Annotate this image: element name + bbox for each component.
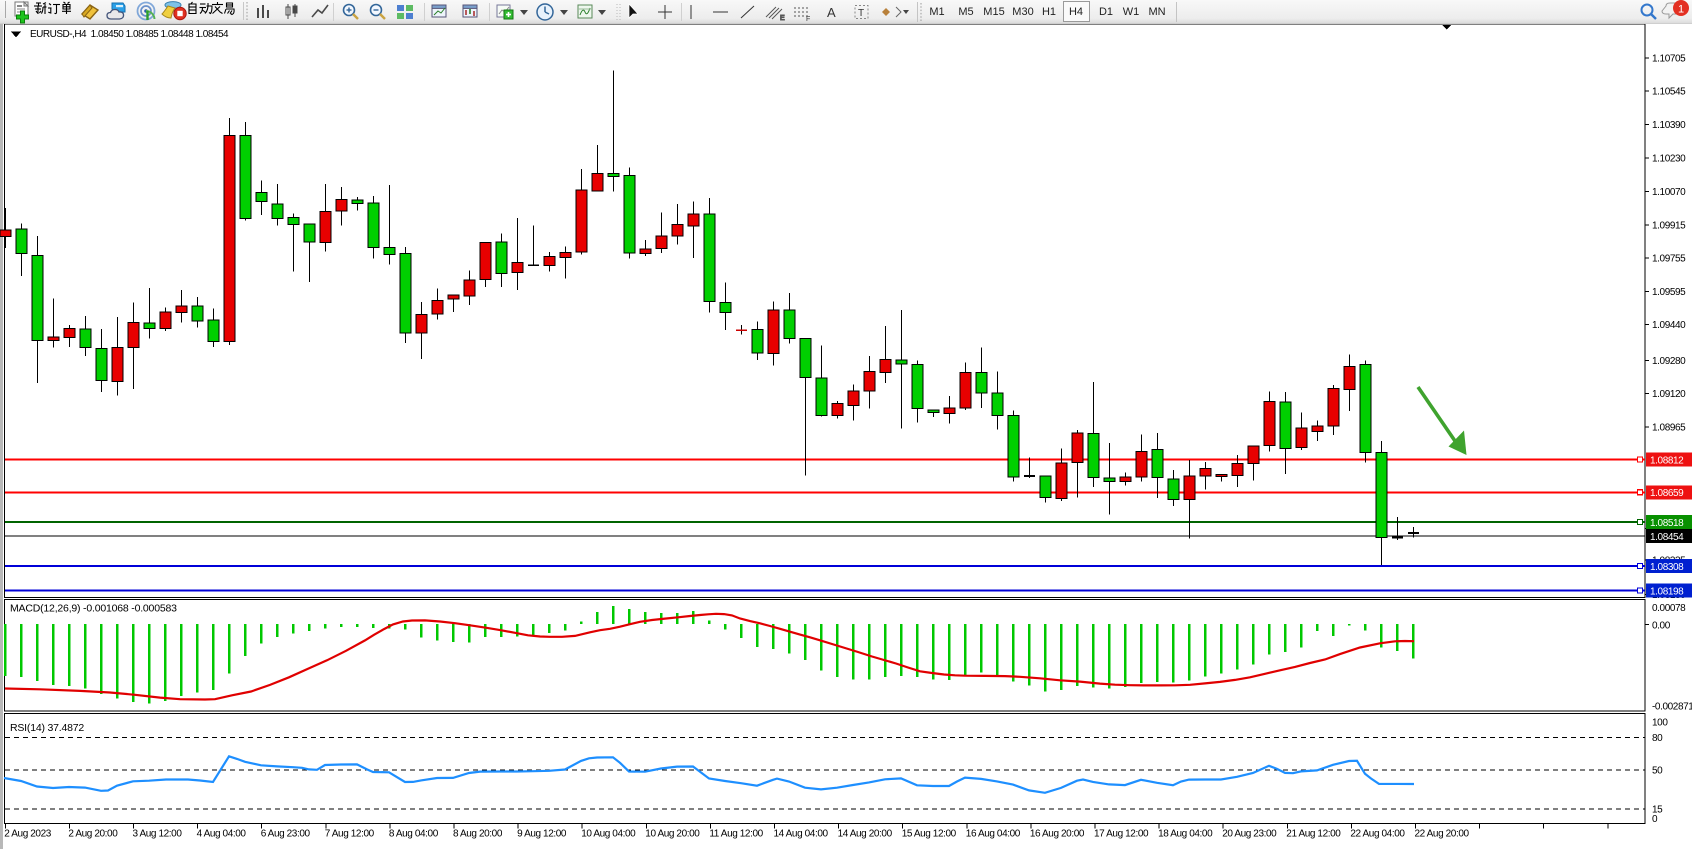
- svg-text:100: 100: [1652, 718, 1668, 729]
- svg-text:22 Aug 20:00: 22 Aug 20:00: [1415, 829, 1470, 840]
- svg-text:7 Aug 12:00: 7 Aug 12:00: [325, 829, 375, 840]
- svg-text:E: E: [780, 15, 785, 22]
- svg-text:80: 80: [1652, 733, 1663, 744]
- svg-text:0.00: 0.00: [1652, 620, 1671, 631]
- svg-text:-0.002871: -0.002871: [1652, 701, 1692, 712]
- svg-text:9 Aug 12:00: 9 Aug 12:00: [517, 829, 567, 840]
- svg-text:18 Aug 04:00: 18 Aug 04:00: [1158, 829, 1213, 840]
- svg-text:0.00078: 0.00078: [1652, 603, 1686, 614]
- svg-text:MACD(12,26,9) -0.001068 -0.000: MACD(12,26,9) -0.001068 -0.000583: [10, 603, 177, 615]
- svg-text:1.08308: 1.08308: [1650, 562, 1684, 573]
- svg-text:1.08812: 1.08812: [1650, 455, 1684, 466]
- svg-text:14 Aug 04:00: 14 Aug 04:00: [774, 829, 829, 840]
- svg-text:1.10545: 1.10545: [1652, 87, 1686, 98]
- svg-text:F: F: [806, 16, 810, 23]
- svg-text:A: A: [827, 5, 836, 20]
- svg-text:1.10705: 1.10705: [1652, 53, 1686, 64]
- svg-text:4 Aug 04:00: 4 Aug 04:00: [197, 829, 247, 840]
- svg-text:1.09755: 1.09755: [1652, 253, 1686, 264]
- svg-text:EURUSD-,H4 1.08450 1.08485 1.: EURUSD-,H4 1.08450 1.08485 1.08448 1.084…: [30, 29, 229, 40]
- svg-text:1.10390: 1.10390: [1652, 120, 1686, 131]
- svg-text:14 Aug 20:00: 14 Aug 20:00: [838, 829, 893, 840]
- svg-text:T: T: [858, 8, 864, 19]
- svg-text:10 Aug 20:00: 10 Aug 20:00: [645, 829, 700, 840]
- svg-text:1.09120: 1.09120: [1652, 389, 1686, 400]
- svg-text:1.08454: 1.08454: [1650, 532, 1684, 543]
- svg-text:1.08518: 1.08518: [1650, 518, 1684, 529]
- svg-text:2 Aug 20:00: 2 Aug 20:00: [68, 829, 118, 840]
- svg-text:1.09440: 1.09440: [1652, 320, 1686, 331]
- svg-text:10 Aug 04:00: 10 Aug 04:00: [581, 829, 636, 840]
- svg-text:6 Aug 23:00: 6 Aug 23:00: [261, 829, 311, 840]
- svg-text:17 Aug 12:00: 17 Aug 12:00: [1094, 829, 1149, 840]
- svg-text:1: 1: [1678, 4, 1684, 16]
- svg-text:RSI(14) 37.4872: RSI(14) 37.4872: [10, 722, 84, 734]
- svg-text:1.10070: 1.10070: [1652, 187, 1686, 198]
- svg-text:15 Aug 12:00: 15 Aug 12:00: [902, 829, 957, 840]
- svg-text:11 Aug 12:00: 11 Aug 12:00: [709, 829, 763, 840]
- svg-text:3 Aug 12:00: 3 Aug 12:00: [133, 829, 183, 840]
- svg-text:8 Aug 04:00: 8 Aug 04:00: [389, 829, 439, 840]
- svg-text:2 Aug 2023: 2 Aug 2023: [4, 829, 51, 840]
- svg-text:0: 0: [1652, 814, 1658, 825]
- svg-text:22 Aug 04:00: 22 Aug 04:00: [1350, 829, 1405, 840]
- svg-text:1.09915: 1.09915: [1652, 220, 1686, 231]
- svg-text:16 Aug 20:00: 16 Aug 20:00: [1030, 829, 1085, 840]
- svg-text:20 Aug 23:00: 20 Aug 23:00: [1222, 829, 1277, 840]
- svg-text:1.09280: 1.09280: [1652, 356, 1686, 367]
- svg-text:1.10230: 1.10230: [1652, 153, 1686, 164]
- svg-text:16 Aug 04:00: 16 Aug 04:00: [966, 829, 1021, 840]
- svg-text:1.08965: 1.08965: [1652, 422, 1686, 433]
- svg-text:1.08198: 1.08198: [1650, 586, 1684, 597]
- svg-text:8 Aug 20:00: 8 Aug 20:00: [453, 829, 503, 840]
- svg-text:21 Aug 12:00: 21 Aug 12:00: [1286, 829, 1341, 840]
- svg-text:15: 15: [1652, 805, 1663, 816]
- svg-text:1.09595: 1.09595: [1652, 287, 1686, 298]
- svg-text:1.08659: 1.08659: [1650, 488, 1684, 499]
- svg-text:50: 50: [1652, 766, 1663, 777]
